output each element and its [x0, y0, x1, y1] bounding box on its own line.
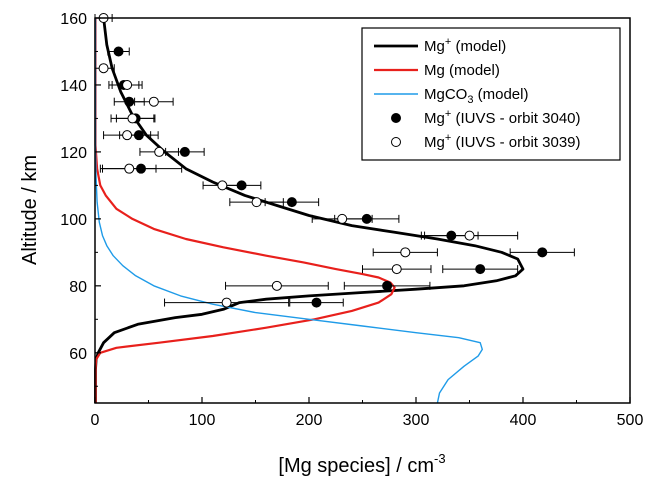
y-tick-label: 100 — [60, 212, 87, 229]
y-tick-label: 140 — [60, 78, 87, 95]
y-tick-label: 80 — [69, 279, 87, 296]
data-point-3 — [343, 280, 431, 291]
data-point-3 — [113, 96, 145, 107]
data-marker — [154, 146, 165, 157]
x-axis-title-superscript: -3 — [434, 451, 446, 466]
x-tick-label: 0 — [91, 412, 100, 429]
data-point-4 — [134, 96, 174, 107]
data-marker — [179, 146, 190, 157]
data-point-4 — [372, 247, 438, 258]
data-marker — [127, 113, 138, 124]
plot-points — [94, 13, 575, 308]
data-point-4 — [229, 197, 284, 208]
data-point-4 — [94, 63, 115, 74]
x-tick-label: 300 — [403, 412, 430, 429]
data-marker — [221, 297, 232, 308]
data-point-4 — [103, 130, 152, 141]
data-marker — [148, 96, 159, 107]
data-point-4 — [101, 163, 157, 174]
data-point-4 — [111, 79, 143, 90]
x-axis-ticks: 0 100 200 300 400 500 — [91, 397, 644, 429]
data-marker — [337, 213, 348, 224]
data-marker — [400, 247, 411, 258]
y-tick-label: 60 — [69, 346, 87, 363]
data-point-3 — [509, 247, 575, 258]
data-point-3 — [107, 46, 130, 57]
data-point-4 — [362, 264, 432, 275]
data-point-4 — [311, 213, 373, 224]
data-marker — [124, 163, 135, 174]
x-tick-label: 500 — [617, 412, 644, 429]
data-marker — [217, 180, 228, 191]
data-point-4 — [139, 146, 179, 157]
data-point-4 — [420, 230, 519, 241]
legend: Mg+ (model) Mg (model) MgCO3 (model) Mg+ (I… — [361, 27, 621, 161]
data-point-3 — [289, 297, 344, 308]
series-line-1 — [94, 18, 396, 403]
data-marker — [537, 247, 548, 258]
data-point-3 — [442, 264, 519, 275]
data-marker — [271, 280, 282, 291]
legend-label-3: Mg+ (IUVS - orbit 3040) — [424, 108, 581, 127]
y-axis-title: Altitude / km — [19, 155, 41, 265]
data-point-4 — [202, 180, 243, 191]
y-axis-ticks: 60 80 100 120 140 160 — [60, 11, 101, 387]
x-axis-title: [Mg species] / cm-3 — [278, 451, 445, 477]
data-point-4 — [110, 113, 155, 124]
data-marker — [391, 264, 402, 275]
data-marker — [124, 96, 135, 107]
data-marker — [464, 230, 475, 241]
series-line-2 — [94, 18, 483, 404]
x-tick-label: 200 — [296, 412, 323, 429]
data-marker — [98, 63, 109, 74]
legend-label-2: MgCO3 (model) — [424, 86, 528, 106]
legend-marker-3 — [391, 113, 401, 123]
y-tick-label: 160 — [60, 11, 87, 28]
data-point-4 — [164, 297, 290, 308]
legend-label-1: Mg (model) — [424, 62, 500, 79]
data-marker — [113, 46, 124, 57]
legend-marker-4 — [391, 137, 401, 147]
x-axis-title-text: [Mg species] / cm — [278, 455, 434, 477]
data-marker — [122, 130, 133, 141]
data-point-4 — [225, 280, 329, 291]
legend-label-0: Mg+ (model) — [424, 36, 506, 55]
data-marker — [122, 79, 133, 90]
data-marker — [251, 197, 262, 208]
data-marker — [475, 264, 486, 275]
data-marker — [382, 280, 393, 291]
x-tick-label: 400 — [510, 412, 537, 429]
data-marker — [311, 297, 322, 308]
data-marker — [286, 197, 297, 208]
x-tick-label: 100 — [189, 412, 216, 429]
y-tick-label: 120 — [60, 145, 87, 162]
legend-label-4: Mg+ (IUVS - orbit 3039) — [424, 132, 581, 151]
